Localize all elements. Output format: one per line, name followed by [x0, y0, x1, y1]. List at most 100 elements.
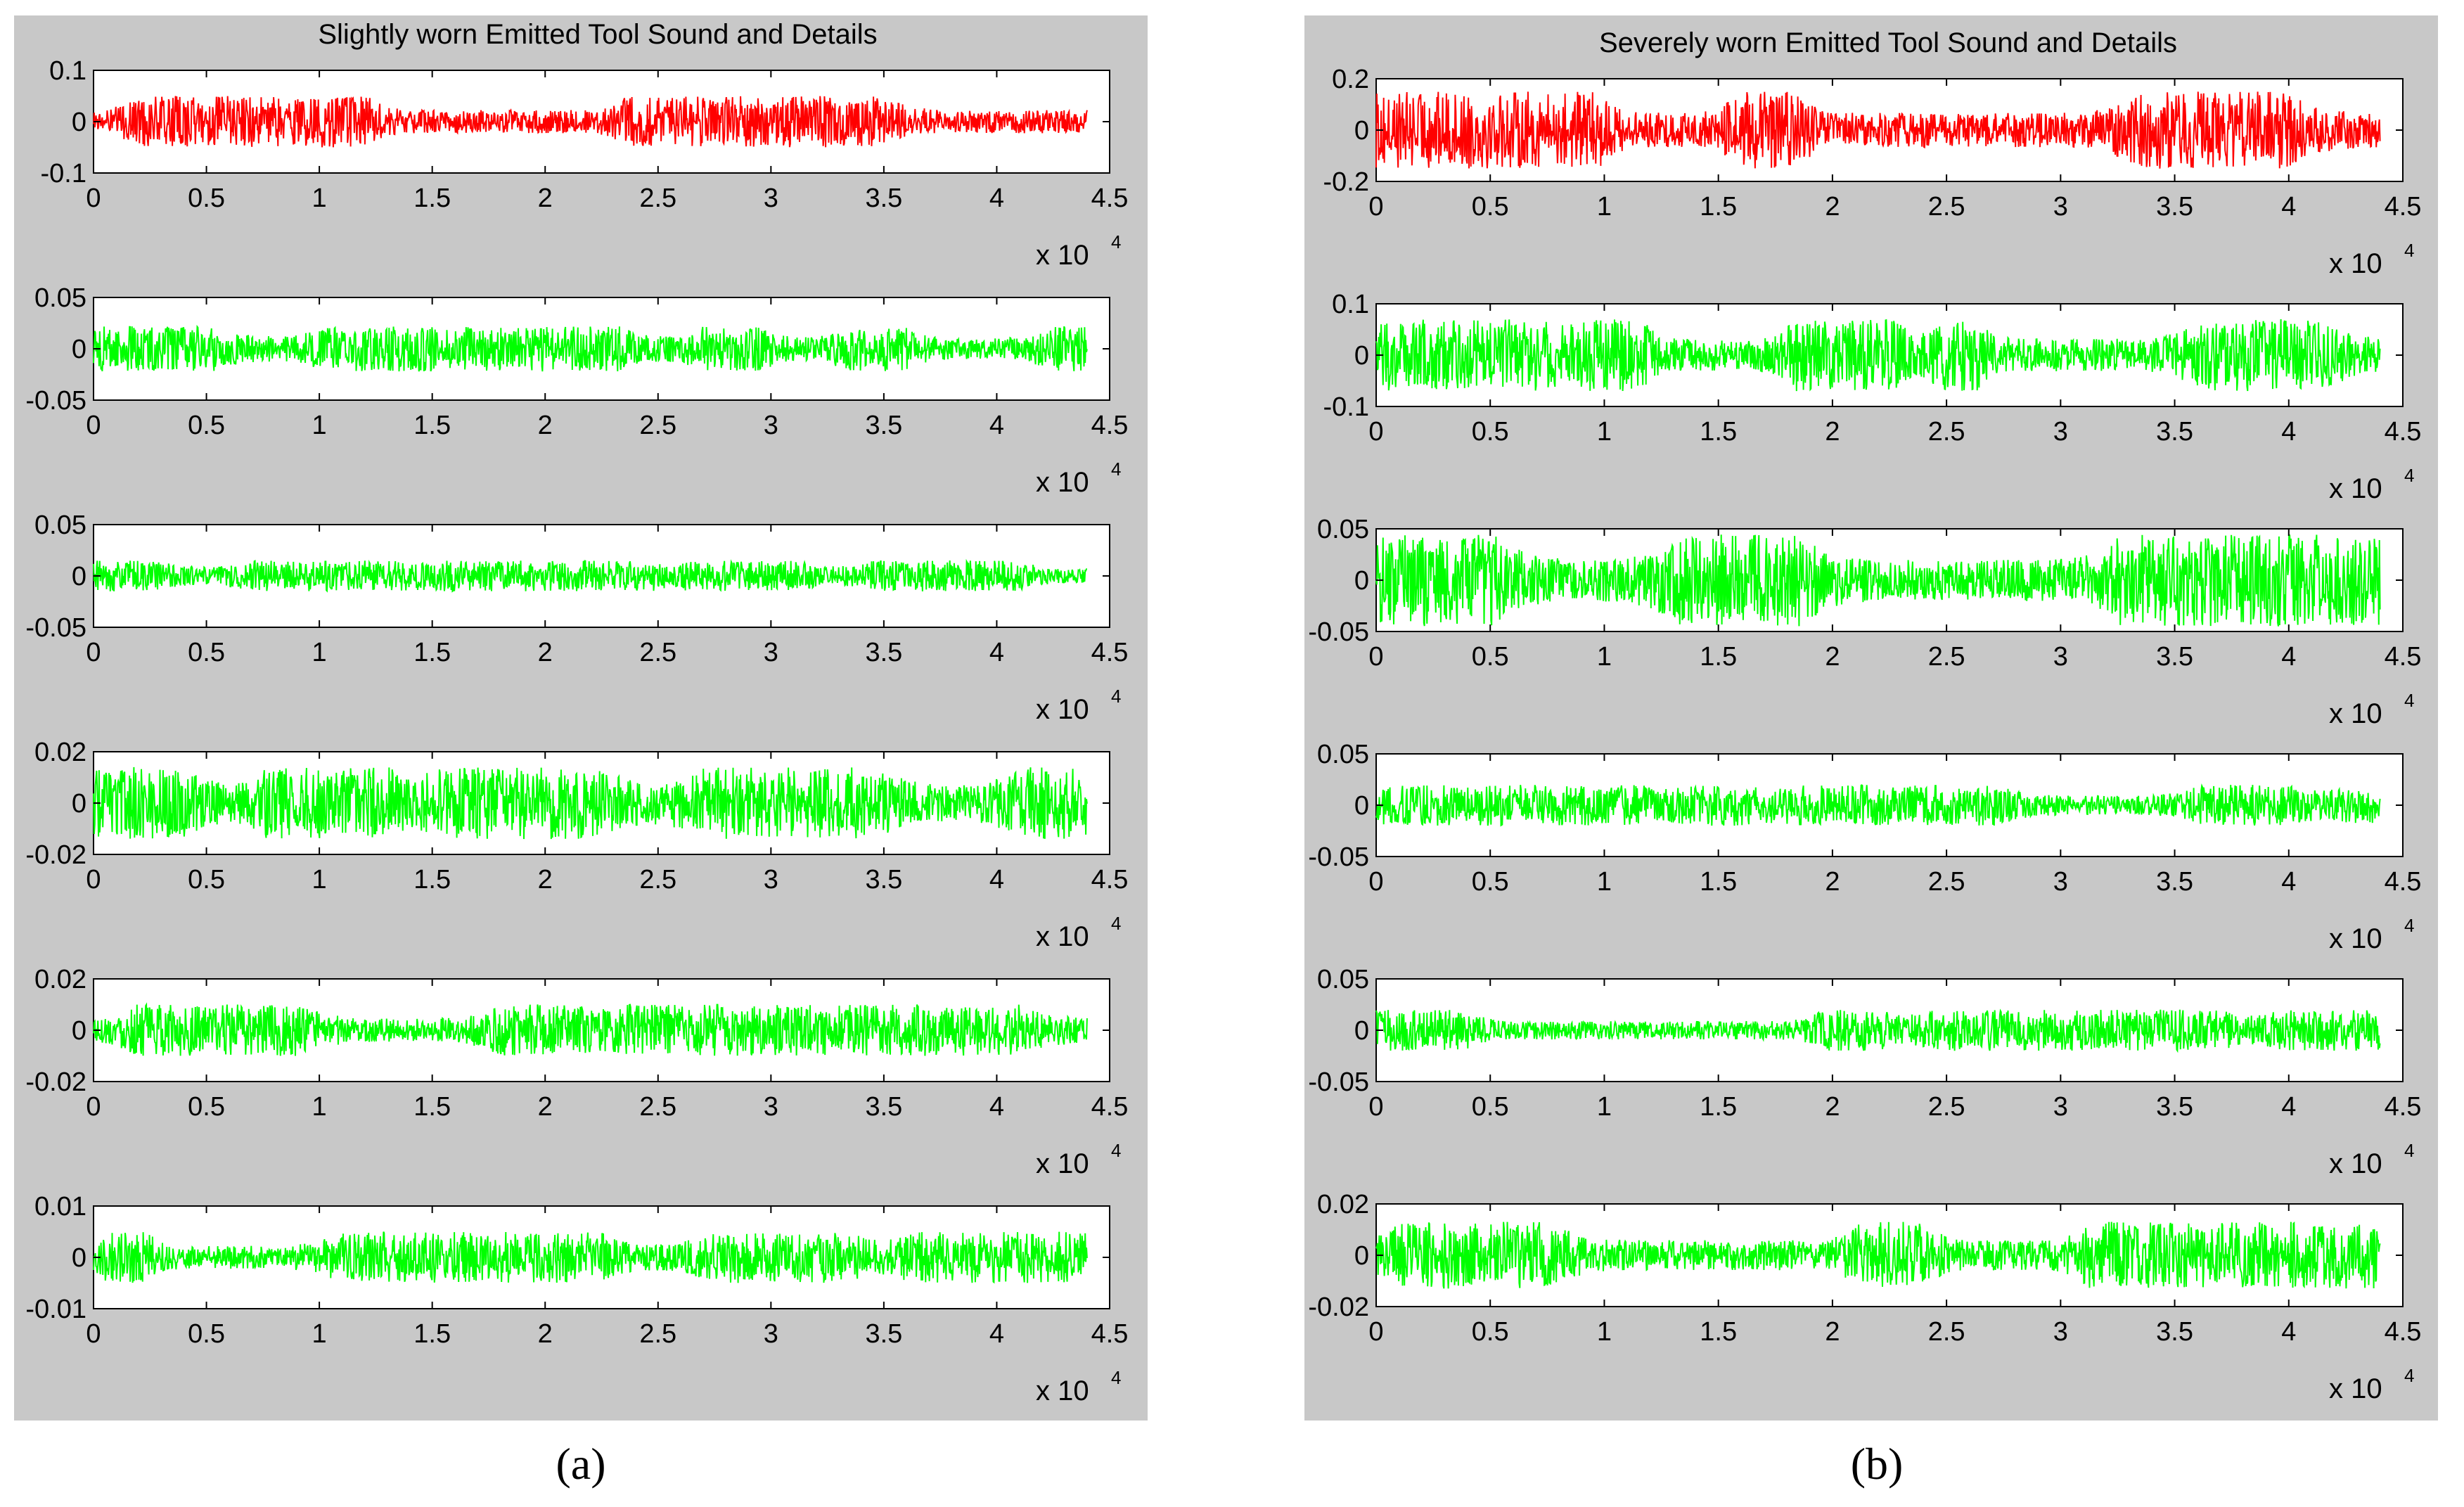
x-tick-label: 1.5: [1700, 867, 1737, 897]
x-multiplier-exponent: 4: [2404, 465, 2414, 486]
x-multiplier-exponent: 4: [1111, 458, 1121, 480]
x-tick-label: 3: [764, 1092, 778, 1122]
y-tick-label: -0.05: [1308, 617, 1369, 647]
x-multiplier-label: x 10: [1036, 240, 1089, 271]
x-tick-label: 4: [2281, 417, 2296, 447]
series-line: [1375, 783, 2381, 827]
subplot-6: 0.020-0.020 0.5 1 1.5 2 2.5 3 3.5 4 4.5x 10 4: [1308, 1190, 2421, 1404]
x-tick-label: 0: [1368, 417, 1383, 447]
y-tick-label: 0.05: [1317, 515, 1369, 544]
chart-title-slightly-worn: Slightly worn Emitted Tool Sound and Det…: [318, 19, 877, 50]
x-tick-label: 3: [2053, 642, 2068, 672]
subplot-2: 0.10-0.10 0.5 1 1.5 2 2.5 3 3.5 4 4.5x 10 4: [1323, 290, 2422, 504]
panel-severely-worn: Severely worn Emitted Tool Sound and Det…: [1304, 15, 2438, 1421]
series-line: [1375, 1008, 2381, 1053]
y-tick-label: 0.02: [34, 738, 86, 767]
y-tick-label: 0: [72, 789, 86, 819]
x-tick-label: 0.5: [1472, 1317, 1509, 1347]
x-tick-label: 4.5: [2385, 192, 2422, 222]
x-tick-label: 3.5: [865, 184, 902, 213]
x-multiplier-label: x 10: [1036, 694, 1089, 725]
x-tick-label: 4.5: [2385, 642, 2422, 672]
y-tick-label: 0.05: [34, 511, 86, 540]
y-tick-label: 0: [1354, 566, 1369, 596]
x-tick-label: 2.5: [639, 865, 676, 894]
x-tick-label: 3: [2053, 1317, 2068, 1347]
y-tick-label: -0.2: [1323, 167, 1369, 197]
y-tick-label: 0: [1354, 341, 1369, 371]
caption-b: (b): [1850, 1439, 1904, 1489]
x-tick-label: 3: [2053, 417, 2068, 447]
y-tick-label: -0.02: [1308, 1293, 1369, 1322]
y-tick-label: 0.2: [1332, 65, 1369, 94]
x-tick-label: 4: [989, 1319, 1004, 1349]
subplot-1: 0.10-0.10 0.5 1 1.5 2 2.5 3 3.5 4 4.5x 10 4: [41, 56, 1129, 271]
x-tick-label: 0.5: [188, 865, 225, 894]
x-tick-label: 0.5: [1472, 417, 1509, 447]
y-tick-label: 0: [1354, 791, 1369, 821]
y-tick-label: 0: [72, 335, 86, 364]
x-tick-label: 2: [1825, 642, 1840, 672]
x-tick-label: 0.5: [188, 184, 225, 213]
x-tick-label: 3.5: [865, 1092, 902, 1122]
chart-severely-worn: Severely worn Emitted Tool Sound and Det…: [1308, 27, 2422, 1404]
x-multiplier-exponent: 4: [2404, 1365, 2414, 1386]
x-tick-label: 2.5: [639, 638, 676, 667]
x-tick-label: 3: [2053, 192, 2068, 222]
x-tick-label: 2: [538, 865, 553, 894]
x-tick-label: 2: [1825, 1317, 1840, 1347]
y-tick-label: -0.1: [1323, 392, 1369, 422]
x-tick-label: 2.5: [1928, 1092, 1965, 1122]
x-tick-label: 1.5: [1700, 192, 1737, 222]
subplot-6: 0.010-0.010 0.5 1 1.5 2 2.5 3 3.5 4 4.5x 10 4: [25, 1192, 1128, 1406]
x-multiplier-exponent: 4: [1111, 1140, 1121, 1161]
x-multiplier-exponent: 4: [2404, 1140, 2414, 1161]
x-tick-label: 1.5: [1700, 1092, 1737, 1122]
x-tick-label: 3.5: [865, 1319, 902, 1349]
subplot-3: 0.050-0.050 0.5 1 1.5 2 2.5 3 3.5 4 4.5x 10 4: [25, 511, 1128, 725]
y-tick-label: -0.01: [25, 1295, 86, 1324]
y-tick-label: 0: [1354, 116, 1369, 146]
subplot-5: 0.020-0.020 0.5 1 1.5 2 2.5 3 3.5 4 4.5x 10 4: [25, 965, 1128, 1179]
x-tick-label: 0.5: [188, 1092, 225, 1122]
x-tick-label: 3.5: [2156, 642, 2193, 672]
x-tick-label: 0: [1368, 1092, 1383, 1122]
x-tick-label: 2.5: [1928, 417, 1965, 447]
x-tick-label: 0: [86, 1319, 101, 1349]
x-tick-label: 4: [989, 1092, 1004, 1122]
y-tick-label: 0.05: [1317, 740, 1369, 769]
x-tick-label: 0.5: [1472, 1092, 1509, 1122]
x-tick-label: 2: [538, 1092, 553, 1122]
x-tick-label: 1: [312, 411, 327, 440]
subplot-1: 0.20-0.20 0.5 1 1.5 2 2.5 3 3.5 4 4.5x 10 4: [1323, 65, 2422, 279]
x-multiplier-exponent: 4: [1111, 913, 1121, 934]
x-multiplier-exponent: 4: [1111, 1367, 1121, 1388]
series-line: [1375, 1221, 2381, 1289]
y-tick-label: -0.1: [41, 159, 86, 188]
x-tick-label: 3.5: [865, 411, 902, 440]
x-multiplier-label: x 10: [2329, 698, 2382, 729]
x-tick-label: 0.5: [1472, 192, 1509, 222]
x-tick-label: 3: [764, 184, 778, 213]
x-multiplier-exponent: 4: [1111, 686, 1121, 707]
y-tick-label: 0.05: [1317, 965, 1369, 994]
x-tick-label: 2: [538, 184, 553, 213]
series-line: [1375, 533, 2381, 627]
x-tick-label: 2: [1825, 1092, 1840, 1122]
series-line: [93, 558, 1087, 593]
x-tick-label: 3: [764, 638, 778, 667]
x-tick-label: 3.5: [865, 638, 902, 667]
series-line: [93, 1231, 1088, 1284]
x-tick-label: 3.5: [865, 865, 902, 894]
x-tick-label: 3.5: [2156, 1092, 2193, 1122]
x-multiplier-label: x 10: [1036, 1148, 1089, 1179]
x-tick-label: 3.5: [2156, 1317, 2193, 1347]
x-tick-label: 1.5: [413, 865, 451, 894]
x-tick-label: 0.5: [1472, 642, 1509, 672]
x-tick-label: 1: [1597, 642, 1612, 672]
x-tick-label: 4.5: [1091, 411, 1129, 440]
x-tick-label: 0: [86, 638, 101, 667]
panel-slightly-worn: Slightly worn Emitted Tool Sound and Det…: [14, 15, 1148, 1421]
y-tick-label: -0.05: [25, 613, 86, 643]
x-tick-label: 1: [312, 184, 327, 213]
